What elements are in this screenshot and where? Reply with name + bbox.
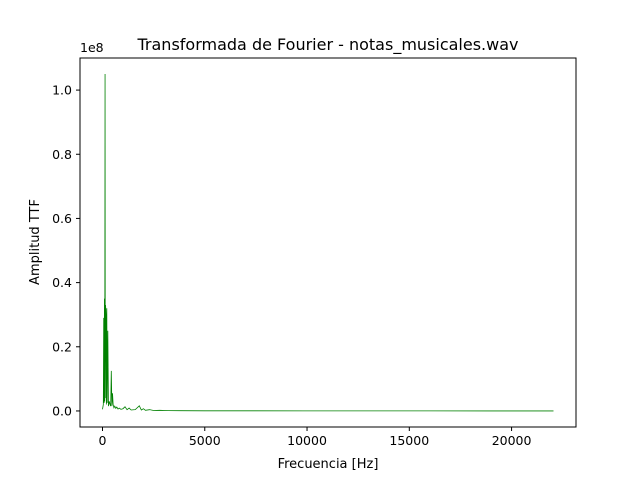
x-tick-label: 10000: [287, 433, 327, 448]
y-tick-label: 1.0: [52, 83, 72, 98]
fft-amplitude-line: [102, 74, 554, 412]
chart-title: Transformada de Fourier - notas_musicale…: [137, 35, 519, 55]
x-tick-label: 0: [99, 433, 107, 448]
x-tick-label: 5000: [189, 433, 221, 448]
y-axis-ticks: 0.0 0.2 0.4 0.6 0.8 1.0: [52, 83, 80, 418]
y-tick-label: 0.8: [52, 147, 72, 162]
y-offset-label: 1e8: [80, 40, 104, 55]
y-tick-label: 0.6: [52, 211, 72, 226]
x-tick-label: 15000: [389, 433, 429, 448]
y-tick-label: 0.2: [52, 339, 72, 354]
series-layer: [102, 74, 554, 412]
x-axis-label: Frecuencia [Hz]: [278, 457, 379, 472]
y-axis-label: Amplitud TTF: [28, 199, 43, 285]
plot-area: [79, 57, 577, 428]
y-tick-label: 0.0: [52, 403, 72, 418]
x-tick-label: 20000: [492, 433, 532, 448]
x-axis-ticks: 0 5000 10000 15000 20000: [99, 427, 532, 448]
y-tick-label: 0.4: [52, 275, 72, 290]
axes-frame: [79, 57, 577, 428]
